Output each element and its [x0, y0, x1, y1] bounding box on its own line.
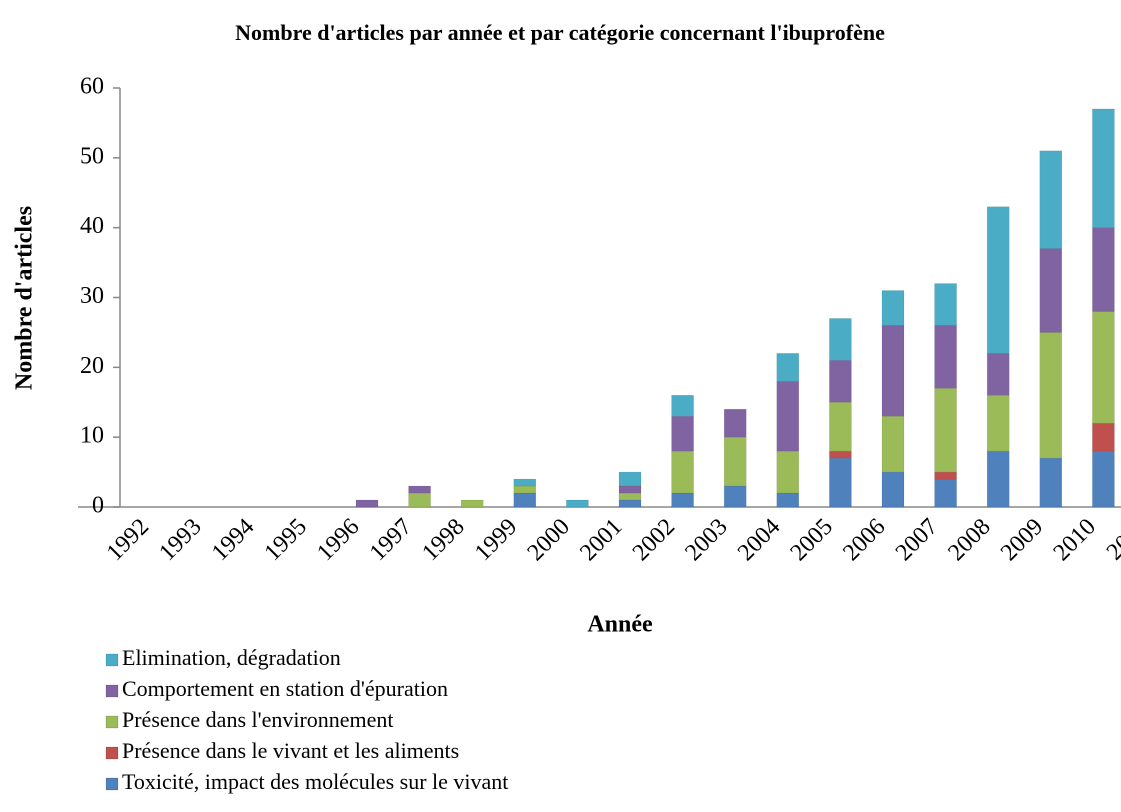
chart-title: Nombre d'articles par année et par catég…: [235, 20, 885, 45]
bar-segment: [1092, 227, 1115, 312]
x-tick-label: 1994: [207, 514, 259, 566]
bar-segment: [829, 450, 852, 459]
bar-segment: [776, 381, 800, 452]
bar-segment: [881, 290, 905, 326]
bar-segment: [934, 478, 957, 508]
x-tick-label: 1998: [417, 514, 469, 566]
bar-segment: [1039, 332, 1063, 459]
bar-segment: [408, 485, 431, 494]
bar-segment: [618, 485, 642, 494]
y-tick-label: 40: [80, 213, 104, 239]
bar-segment: [776, 492, 800, 508]
x-tick-label: 2010: [1049, 514, 1101, 566]
bar-segment: [881, 471, 905, 508]
y-tick-label: 60: [80, 74, 104, 100]
x-tick-label: 2007: [891, 514, 943, 566]
x-tick-label: 2006: [838, 514, 890, 566]
x-tick-label: 1997: [365, 514, 417, 566]
x-tick-label: 2005: [786, 514, 838, 566]
bar-segment: [829, 360, 852, 403]
bar-segment: [986, 395, 1010, 452]
x-tick-label: 2011: [1102, 514, 1121, 566]
x-tick-label: 1999: [470, 514, 522, 566]
x-tick-label: 2004: [733, 514, 785, 566]
bar-segment: [566, 499, 589, 508]
legend-label: Comportement en station d'épuration: [122, 676, 448, 701]
bar-segment: [1092, 422, 1115, 452]
bar-segment: [618, 499, 642, 508]
bar-segment: [1039, 248, 1063, 333]
bar-segment: [355, 499, 379, 508]
bar-segment: [829, 318, 852, 361]
bar-segment: [513, 478, 537, 487]
bar-segment: [934, 471, 957, 480]
legend-label: Toxicité, impact des molécules sur le vi…: [122, 769, 508, 794]
y-tick-label: 10: [80, 423, 104, 449]
y-tick-label: 50: [80, 143, 104, 169]
x-tick-label: 2009: [996, 514, 1048, 566]
y-axis-title: Nombre d'articles: [12, 206, 38, 390]
bar-segment: [671, 395, 694, 417]
bar-segment: [618, 492, 642, 501]
bar-segment: [986, 353, 1010, 396]
bar-segment: [1039, 150, 1063, 249]
legend-swatch: [105, 684, 119, 698]
x-tick-label: 2002: [628, 514, 680, 566]
bar-segment: [1039, 457, 1063, 508]
bar-segment: [934, 388, 957, 473]
bar-segment: [829, 402, 852, 452]
bar-segment: [723, 485, 747, 508]
legend-label: Elimination, dégradation: [122, 645, 341, 670]
legend-label: Présence dans le vivant et les aliments: [122, 738, 459, 763]
bar-segment: [881, 415, 905, 473]
x-tick-label: 2003: [680, 514, 732, 566]
bar-segment: [671, 415, 694, 452]
y-tick-label: 0: [92, 493, 104, 519]
legend-swatch: [105, 653, 119, 667]
x-tick-label: 1992: [102, 514, 154, 566]
bar-segment: [829, 457, 852, 508]
bar-segment: [881, 325, 905, 417]
x-tick-label: 2000: [523, 514, 575, 566]
y-tick-label: 30: [80, 283, 104, 309]
bar-segment: [934, 325, 957, 389]
bar-segment: [986, 206, 1010, 354]
bar-segment: [1092, 108, 1115, 228]
bar-segment: [460, 499, 484, 508]
bar-segment: [618, 471, 642, 487]
legend-label: Présence dans l'environnement: [122, 707, 394, 732]
x-tick-label: 1993: [154, 514, 206, 566]
bar-segment: [986, 450, 1010, 508]
bar-segment: [776, 450, 800, 494]
bar-segment: [1092, 450, 1115, 508]
x-axis-title: Année: [587, 612, 653, 638]
bar-segment: [671, 492, 694, 508]
bar-segment: [1092, 311, 1115, 424]
bar-segment: [934, 283, 957, 326]
x-tick-label: 2001: [575, 514, 627, 566]
bar-segment: [723, 436, 747, 487]
x-tick-label: 1996: [312, 514, 364, 566]
bar-segment: [408, 492, 431, 508]
bar-segment: [513, 485, 537, 494]
bar-segment: [776, 353, 800, 382]
x-tick-label: 1995: [260, 514, 312, 566]
y-tick-label: 20: [80, 353, 104, 379]
bar-segment: [723, 408, 747, 438]
legend-swatch: [105, 746, 119, 760]
legend-swatch: [105, 715, 119, 729]
bar-segment: [513, 492, 537, 508]
bar-segment: [671, 450, 694, 494]
x-tick-label: 2008: [943, 514, 995, 566]
legend-swatch: [105, 777, 119, 791]
